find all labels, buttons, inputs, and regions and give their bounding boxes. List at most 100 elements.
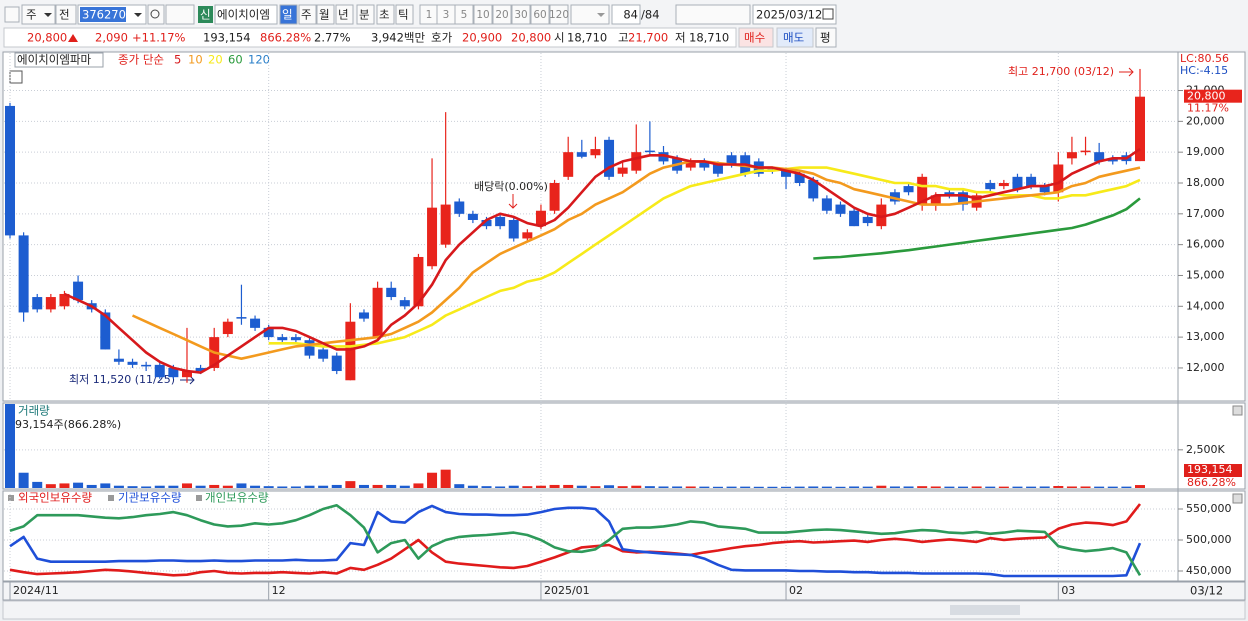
volume-bar: [522, 486, 533, 488]
interval-button[interactable]: [549, 4, 569, 25]
interval-button[interactable]: [454, 4, 474, 25]
date-input[interactable]: [752, 4, 837, 25]
interval-button[interactable]: [511, 4, 531, 25]
interval-label: 20: [495, 9, 508, 21]
tool-icons[interactable]: [675, 4, 751, 25]
candle-body: [998, 182, 1009, 187]
code: 376270: [82, 8, 126, 22]
volume-bar: [45, 484, 56, 488]
candle-body: [889, 192, 900, 202]
candle-body: [481, 219, 492, 227]
y-tick-label: 13,000: [1186, 330, 1225, 343]
scroll-thumb[interactable]: [950, 605, 1020, 615]
volume-bar: [113, 485, 124, 488]
y-tick-label: 500,000: [1186, 533, 1232, 546]
candle-body: [290, 337, 301, 341]
volume-bar: [154, 485, 165, 488]
menu-icon[interactable]: [4, 6, 20, 23]
candle-body: [331, 355, 342, 372]
volume-bar: [672, 486, 683, 488]
volume-bar: [168, 485, 179, 488]
unit-tab[interactable]: [298, 4, 317, 25]
interval-button[interactable]: [492, 4, 512, 25]
volume-bar: [794, 486, 805, 488]
volume-bar: [1012, 486, 1023, 488]
legend-square: [196, 495, 202, 501]
candle-body: [522, 232, 533, 239]
volume-bar: [781, 486, 792, 488]
volume-bar: [767, 486, 778, 488]
interval-label: 1: [426, 9, 433, 21]
open-label: 시: [554, 31, 565, 45]
volume-bar: [971, 486, 982, 488]
close-icon[interactable]: [1232, 405, 1243, 416]
candle-body: [399, 300, 410, 307]
unit-tab[interactable]: [356, 4, 375, 25]
last-date: 03/12: [1190, 584, 1223, 598]
interval-button[interactable]: [530, 4, 550, 25]
volume-bar: [1107, 486, 1118, 488]
sound-button[interactable]: [165, 4, 195, 25]
hc: HC:-4.15: [1180, 64, 1228, 77]
unit-tab[interactable]: [376, 4, 395, 25]
volume-subtitle: 193,154주(866.28%): [8, 418, 121, 431]
low-label: 저: [675, 31, 686, 45]
volume-bar: [181, 483, 192, 488]
volume-bar: [331, 484, 342, 488]
x-axis-bar: [2, 581, 1246, 601]
search-icon: [150, 9, 160, 19]
table-icon[interactable]: [9, 70, 23, 84]
legend-entry: 5: [174, 53, 181, 67]
candle-body: [903, 186, 914, 193]
close-icon[interactable]: [1232, 493, 1243, 504]
interval-select[interactable]: [570, 4, 610, 25]
volume-bar: [358, 484, 369, 488]
unit-tab[interactable]: [279, 4, 298, 25]
sell-button[interactable]: [776, 27, 814, 48]
last-change: 11.17%: [1187, 102, 1229, 115]
candle-body: [644, 150, 655, 153]
candle-body: [658, 152, 669, 162]
volume-last: 193,154: [1187, 463, 1233, 476]
volume-bar: [549, 484, 560, 488]
interval-label: 5: [461, 9, 468, 21]
volume-bar: [958, 486, 969, 488]
unit-tab[interactable]: [395, 4, 414, 25]
unit-label: 분: [359, 8, 370, 22]
prev-button[interactable]: [55, 4, 77, 25]
volume-bar: [236, 483, 247, 488]
series-line: [131, 160, 1141, 360]
candle-body: [835, 204, 846, 214]
volume-bar: [849, 486, 860, 488]
volume-bar: [862, 486, 873, 488]
interval-label: 3: [443, 9, 450, 21]
dropdown-arrow: [134, 13, 142, 17]
price: 20,800: [27, 31, 67, 45]
unit-tab[interactable]: [335, 4, 354, 25]
candle-body: [413, 256, 424, 307]
candle-body: [808, 179, 819, 199]
period-select[interactable]: [21, 4, 56, 25]
candle-body: [944, 192, 955, 196]
volume-bar: [808, 486, 819, 488]
volume-last-ratio: 866.28%: [1187, 476, 1236, 489]
legend-entry: 10: [188, 53, 203, 67]
search-button[interactable]: [147, 4, 165, 25]
candle-body: [726, 155, 737, 165]
volume-bar: [481, 486, 492, 488]
avg-button[interactable]: [815, 27, 837, 48]
buy: 매수: [744, 31, 765, 45]
volume-bar: [86, 484, 97, 488]
unit-label: 월: [319, 8, 330, 22]
candle-body: [5, 105, 15, 236]
scrollbar[interactable]: [2, 600, 1246, 620]
interval-button[interactable]: [473, 4, 493, 25]
candle-body: [1107, 158, 1118, 162]
candle-body: [1080, 150, 1091, 153]
count-input[interactable]: [611, 4, 641, 25]
unit-tab[interactable]: [316, 4, 335, 25]
count: 84: [623, 8, 638, 22]
y-tick-label: 17,000: [1186, 207, 1225, 220]
buy-button[interactable]: [738, 27, 774, 48]
candle-body: [821, 198, 832, 211]
